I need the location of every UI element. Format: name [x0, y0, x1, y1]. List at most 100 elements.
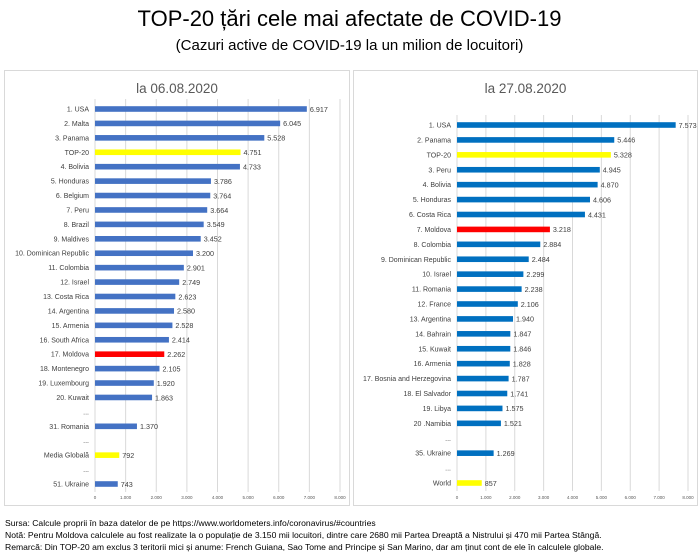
category-label: 13. Argentina [410, 316, 451, 323]
category-label: 8. Brazil [64, 222, 90, 229]
data-label: 2.901 [187, 263, 205, 272]
data-label: 5.446 [617, 136, 635, 145]
data-label: 4.945 [603, 166, 621, 175]
bar [95, 380, 154, 386]
category-label: 5. Honduras [413, 197, 452, 204]
data-label: 7.573 [679, 121, 697, 130]
bar [95, 423, 137, 430]
data-label: 2.262 [167, 350, 185, 359]
data-label: 857 [485, 479, 497, 488]
data-label: 3.664 [210, 206, 228, 215]
bar [457, 196, 590, 203]
x-tick-label: 8.000 [334, 495, 346, 500]
category-label: 3. Peru [428, 167, 451, 174]
bar [95, 178, 211, 184]
category-label: ... [83, 438, 89, 445]
bar [457, 286, 522, 292]
bar [457, 137, 615, 143]
x-tick-label: 3.000 [538, 495, 550, 500]
category-label: Media Globală [44, 453, 89, 460]
chart-title: la 27.08.2020 [485, 81, 567, 96]
bar [457, 152, 611, 158]
footer-note: Notă: Pentru Moldova calculele au fost r… [5, 530, 602, 540]
bar [95, 221, 204, 228]
bar [457, 241, 541, 248]
bar [95, 264, 184, 271]
bar [95, 236, 201, 242]
bar [95, 394, 153, 401]
bar [457, 166, 600, 173]
category-label: 7. Peru [66, 207, 89, 214]
category-label: 20. Kuwait [56, 395, 89, 402]
bar [95, 207, 208, 213]
bar [457, 405, 503, 412]
category-label: 15. Armenia [52, 323, 89, 330]
x-tick-label: 7.000 [304, 495, 316, 500]
main-title: TOP-20 țări cele mai afectate de COVID-1… [137, 6, 562, 31]
data-label: 1.741 [510, 389, 528, 398]
bar [457, 331, 511, 337]
x-tick-label: 1.000 [120, 495, 132, 500]
category-label: ... [83, 467, 89, 474]
x-tick-label: 4.000 [212, 495, 224, 500]
data-label: 1.828 [513, 359, 531, 368]
category-label: 13. Costa Rica [43, 294, 89, 301]
category-label: 9. Maldives [54, 236, 90, 243]
data-label: 743 [121, 480, 133, 489]
x-tick-label: 5.000 [596, 495, 608, 500]
bar [95, 250, 193, 257]
category-label: 31. Romania [49, 424, 89, 431]
bar-chart-august-27: la 27.08.2020 0 1.000 2.000 3.000 4.000 5.000 6… [363, 81, 697, 500]
data-label: 2.623 [178, 292, 196, 301]
x-tick-label: 1.000 [480, 495, 492, 500]
data-label: 2.884 [543, 240, 561, 249]
category-label: 16. South Africa [40, 337, 90, 344]
category-label: 12. Israel [60, 280, 89, 287]
category-label: 15. Kuwait [418, 346, 451, 353]
data-label: 3.452 [204, 235, 222, 244]
data-label: 1.575 [505, 404, 523, 413]
category-label: ... [445, 436, 451, 443]
category-label: 14. Bahrain [415, 331, 451, 338]
x-tick-label: 0 [94, 495, 97, 500]
data-label: 4.606 [593, 195, 611, 204]
x-tick-label: 8.000 [682, 495, 694, 500]
category-label: 9. Dominican Republic [381, 257, 452, 264]
category-label: World [433, 481, 451, 488]
bar [457, 301, 518, 307]
category-label: 2. Malta [64, 121, 89, 128]
bar [95, 308, 175, 314]
category-label: 19. Luxembourg [38, 381, 89, 388]
data-label: 2.105 [162, 364, 180, 373]
category-label: 6. Costa Rica [409, 212, 451, 219]
x-tick-label: 7.000 [653, 495, 665, 500]
data-label: 1.370 [140, 422, 158, 431]
category-label: 18. Montenegro [40, 366, 89, 373]
bar [457, 122, 676, 128]
data-label: 2.299 [526, 270, 544, 279]
category-label: 18. El Salvador [404, 391, 452, 398]
bar [457, 420, 501, 427]
data-label: 1.521 [504, 419, 522, 428]
data-label: 1.846 [513, 345, 531, 354]
bar [95, 163, 240, 170]
data-label: 2.749 [182, 278, 200, 287]
category-label: 16. Armenia [414, 361, 451, 368]
data-label: 1.847 [513, 330, 531, 339]
subtitle: (Cazuri active de COVID-19 la un milion … [175, 37, 524, 54]
data-label: 2.414 [172, 336, 190, 345]
x-tick-label: 5.000 [242, 495, 254, 500]
category-label: 10. Dominican Republic [15, 251, 89, 258]
category-label: 20 .Namibia [414, 421, 451, 428]
chart-title: la 06.08.2020 [136, 81, 218, 96]
data-label: 3.786 [214, 177, 232, 186]
category-label: 3. Panama [55, 135, 89, 142]
category-label: 10. Israel [422, 272, 451, 279]
data-label: 6.917 [310, 105, 328, 114]
bar [95, 120, 281, 127]
x-tick-label: 4.000 [567, 495, 579, 500]
category-label: 11. Romania [412, 287, 451, 294]
footer-remark: Remarcă: Din TOP-20 am exclus 3 teritori… [5, 542, 604, 552]
category-label: 51. Ukraine [53, 482, 89, 489]
category-label: 19. Libya [423, 406, 452, 413]
